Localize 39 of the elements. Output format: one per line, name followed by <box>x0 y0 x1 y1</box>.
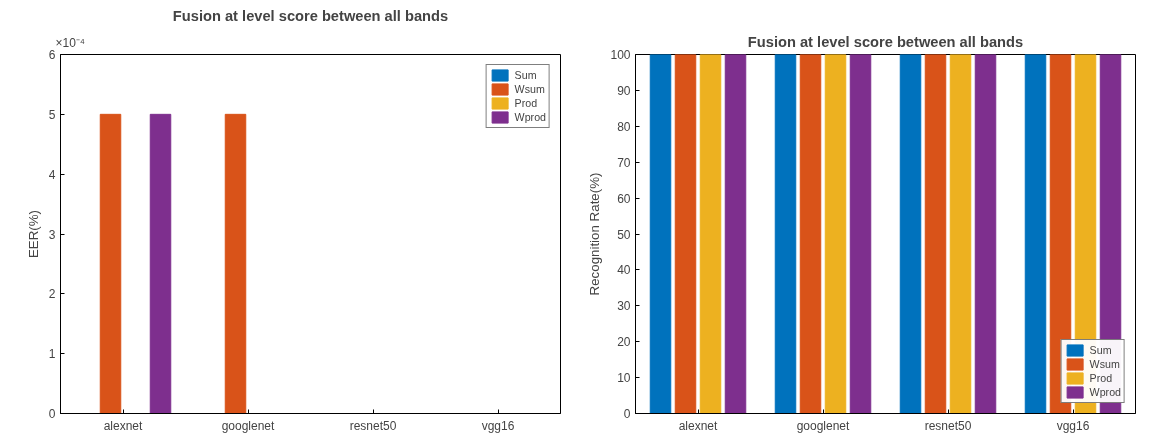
legend-label: Wsum <box>514 82 545 96</box>
chart-title: Fusion at level score between all bands <box>172 7 449 24</box>
y-tick-label: 3 <box>48 227 56 242</box>
y-tick-label: 70 <box>617 155 631 170</box>
x-tick-label: vgg16 <box>481 418 515 433</box>
legend-label: Sum <box>1089 343 1112 357</box>
y-tick-label: 80 <box>617 119 631 134</box>
x-tick-label: alexnet <box>678 418 719 433</box>
legend-label: Wprod <box>1089 385 1121 399</box>
legend-label: Wsum <box>1089 357 1120 371</box>
chart-title: Fusion at level score between all bands <box>747 33 1024 50</box>
y-tick-label: 0 <box>48 407 56 421</box>
legend-label: Sum <box>514 68 537 82</box>
y-tick-label: 5 <box>48 107 56 122</box>
y-tick-label: 40 <box>617 263 631 278</box>
x-tick-label: googlenet <box>221 418 276 433</box>
y-tick-label: 50 <box>617 227 631 242</box>
legend-label: Prod <box>514 96 538 110</box>
y-tick-label: 100 <box>610 48 631 62</box>
y-axis-title: Recognition Rate(%) <box>587 172 603 296</box>
y-tick-label: 2 <box>48 287 56 302</box>
y-tick-label: 1 <box>48 347 56 362</box>
y-tick-label: 20 <box>617 335 631 350</box>
y-tick-label: 0 <box>623 407 631 421</box>
x-tick-label: resnet50 <box>349 418 397 433</box>
x-tick-label: vgg16 <box>1056 418 1090 433</box>
x-tick-label: alexnet <box>103 418 144 433</box>
y-tick-label: 60 <box>617 191 631 206</box>
y-axis-title: EER(%) <box>25 209 41 259</box>
legend-label: Prod <box>1089 371 1113 385</box>
y-tick-label: 90 <box>617 83 631 98</box>
x-tick-label: googlenet <box>796 418 851 433</box>
y-tick-label: 4 <box>48 167 56 182</box>
text: ×10⁻⁴ <box>55 35 86 50</box>
y-tick-label: 6 <box>48 48 56 62</box>
y-tick-label: 30 <box>617 299 631 314</box>
legend-label: Wprod <box>514 110 546 124</box>
x-tick-label: resnet50 <box>924 418 972 433</box>
y-tick-label: 10 <box>617 371 631 386</box>
